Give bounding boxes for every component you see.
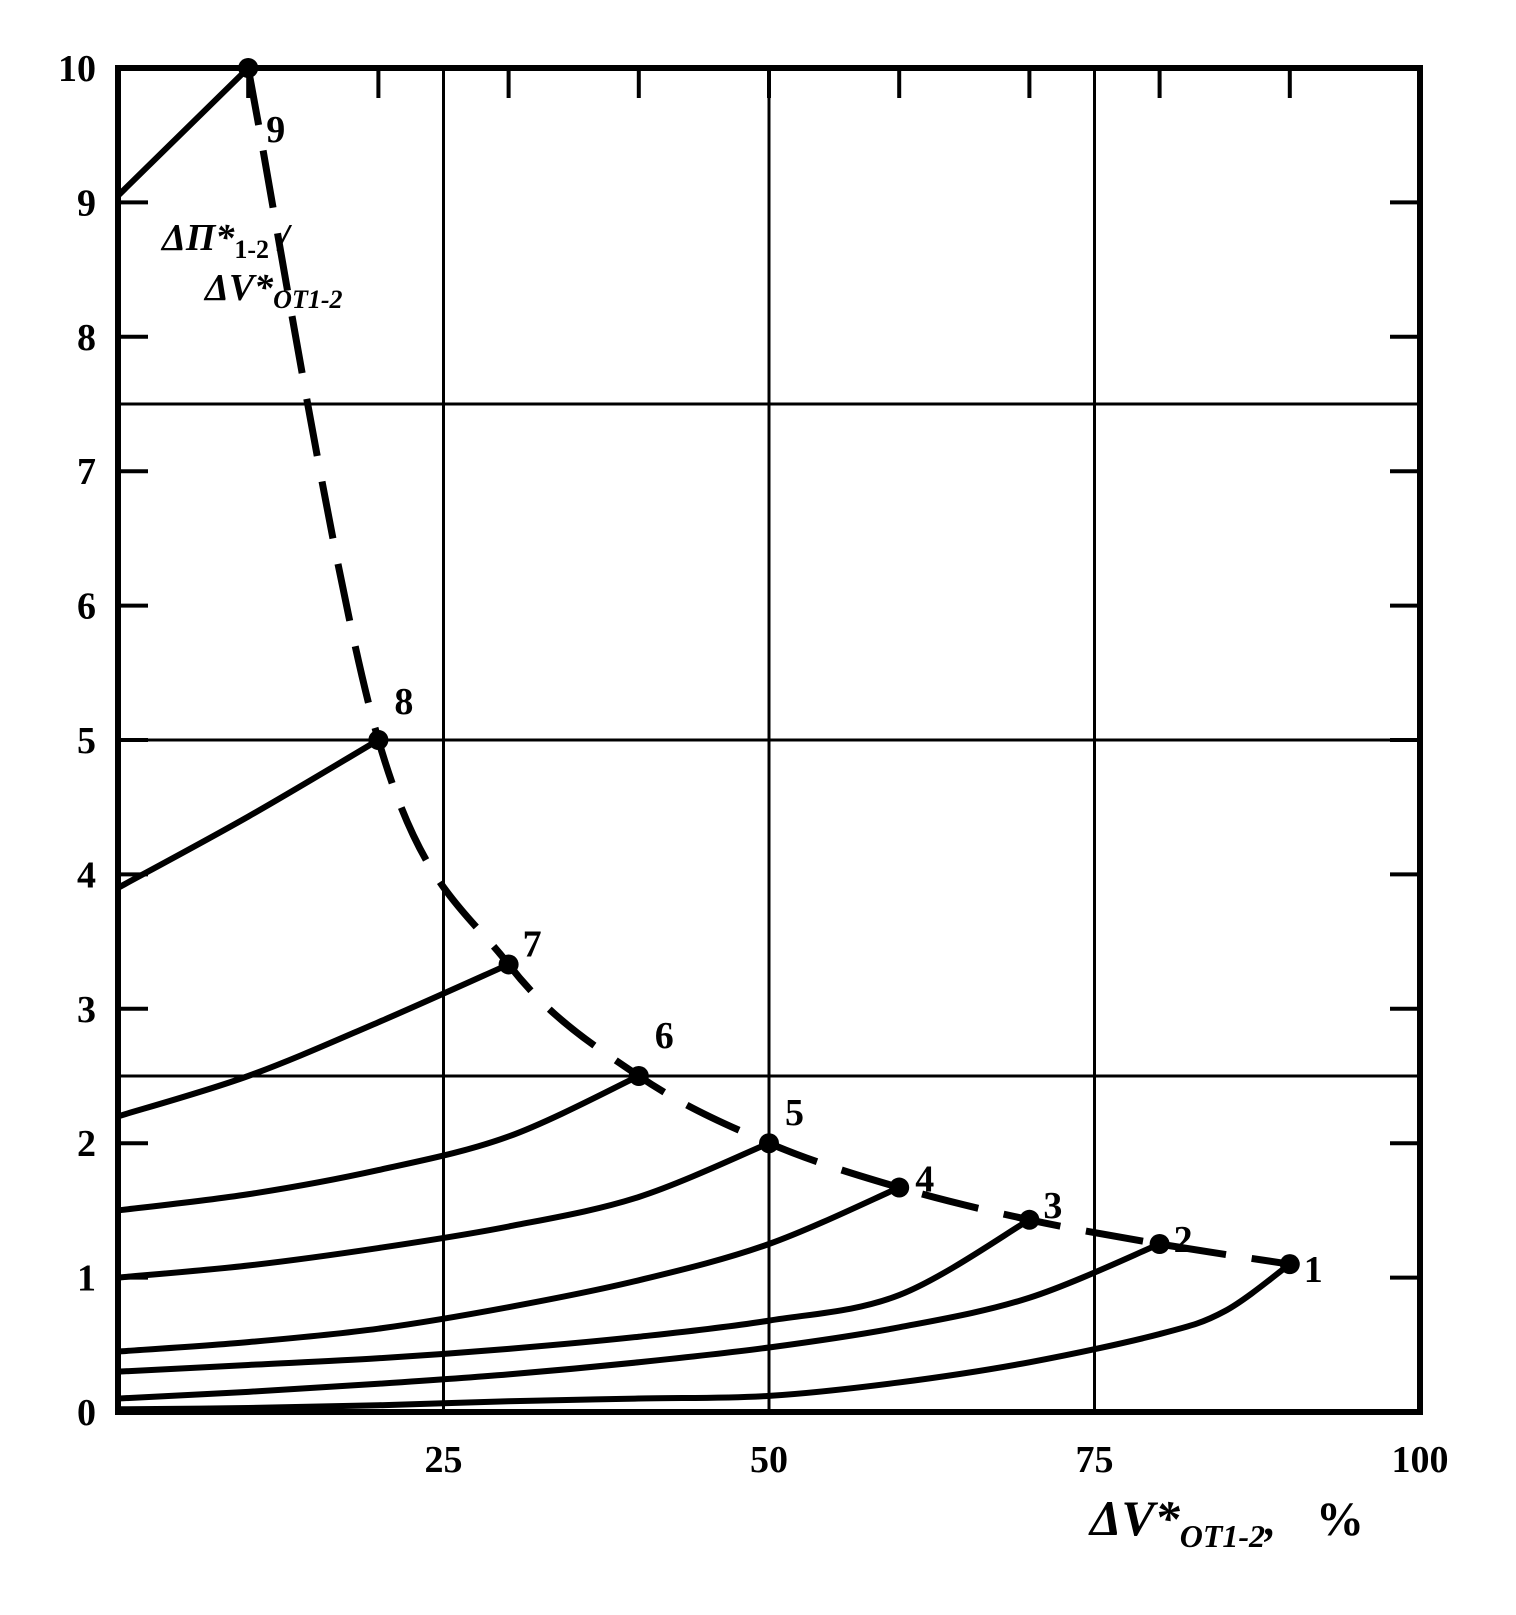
y-tick-label-3: 3	[77, 989, 96, 1031]
point-marker-7	[498, 954, 519, 975]
series-curve-4	[115, 1184, 903, 1355]
curve-label-line2: ΔV*OT1-2	[203, 267, 343, 314]
point-marker-4	[889, 1177, 910, 1198]
series-curve-5	[115, 1140, 772, 1281]
y-tick-label-9: 9	[77, 182, 96, 224]
tick-marks	[118, 66, 1420, 1414]
curve-label-line1: ΔП*1-2 /	[160, 217, 293, 264]
point-label-5: 5	[785, 1092, 804, 1134]
x-tick-label-25: 25	[425, 1439, 463, 1481]
point-marker-2	[1149, 1234, 1170, 1254]
series-curve-8	[115, 737, 382, 891]
envelope-curve	[244, 67, 1291, 1268]
series-curve-6	[115, 1073, 642, 1214]
point-label-4: 4	[915, 1159, 934, 1201]
x-tick-label-50: 50	[750, 1439, 788, 1481]
point-marker-6	[628, 1066, 649, 1086]
series-curve-3	[115, 1216, 1033, 1375]
series-curve-9	[115, 65, 252, 199]
series-curve-2	[115, 1241, 1163, 1402]
y-tick-label-7: 7	[77, 451, 96, 493]
y-tick-label-5: 5	[77, 720, 96, 762]
y-tick-label-2: 2	[77, 1123, 96, 1165]
series-curve-1	[115, 1261, 1293, 1413]
y-tick-label-8: 8	[77, 317, 96, 359]
series-curves	[115, 65, 1293, 1413]
point-marker-5	[759, 1133, 779, 1154]
point-label-6: 6	[655, 1015, 674, 1057]
point-marker-1	[1279, 1254, 1300, 1275]
point-label-7: 7	[523, 923, 542, 965]
point-marker-8	[368, 730, 389, 750]
y-tick-label-1: 1	[77, 1258, 96, 1300]
y-tick-label-4: 4	[77, 854, 96, 896]
y-tick-label-6: 6	[77, 586, 96, 628]
point-label-2: 2	[1174, 1219, 1193, 1261]
point-label-3: 3	[1043, 1185, 1062, 1227]
envelope-dashed-line	[244, 67, 1291, 1268]
point-label-8: 8	[394, 681, 413, 723]
x-tick-label-75: 75	[1076, 1439, 1114, 1481]
y-tick-label-10: 10	[58, 48, 96, 90]
x-tick-label-100: 100	[1392, 1439, 1449, 1481]
point-marker-9	[238, 58, 259, 78]
point-marker-3	[1019, 1209, 1040, 1230]
grid-lines	[118, 68, 1420, 1412]
y-tick-label-0: 0	[77, 1392, 96, 1434]
point-label-1: 1	[1304, 1249, 1323, 1291]
series-curve-7	[115, 961, 512, 1120]
point-label-9: 9	[266, 109, 285, 151]
point-labels: 1 2 3 4 5 6 7 8 9	[266, 109, 1323, 1291]
x-axis-title: ΔV*OT1-2,%	[1088, 1490, 1364, 1554]
point-markers	[238, 58, 1300, 1275]
